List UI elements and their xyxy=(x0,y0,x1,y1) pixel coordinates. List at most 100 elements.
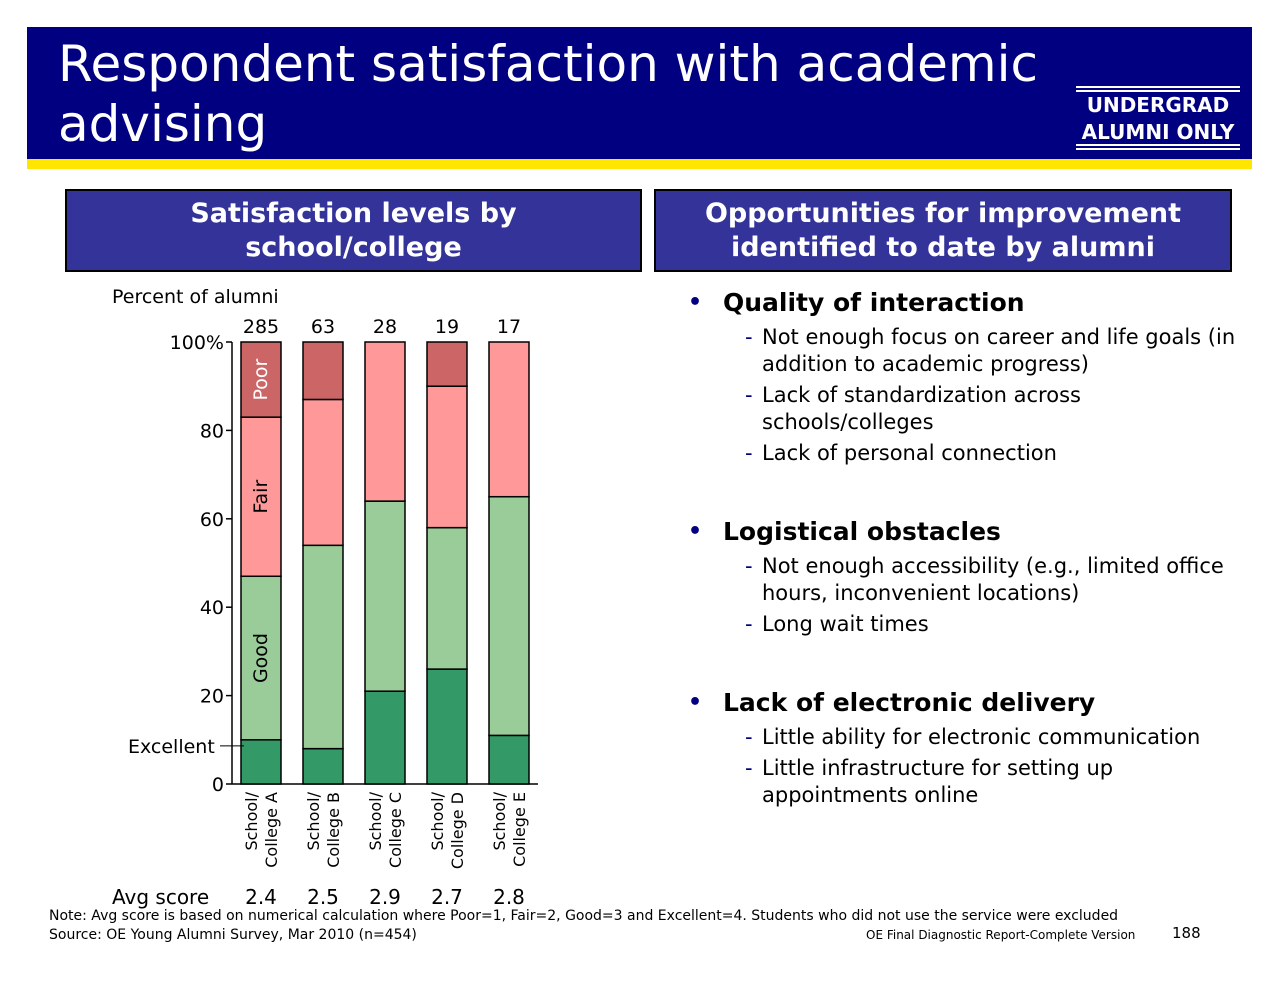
avg-score-value: 2.4 xyxy=(245,885,277,909)
bar-segment-good xyxy=(488,495,530,737)
bar-segment-good xyxy=(240,575,282,741)
bar-total-label: 285 xyxy=(243,316,279,338)
sub-item: - Not enough accessibility (e.g., limited… xyxy=(745,553,1248,607)
category-label: School/College C xyxy=(366,791,405,868)
sub-item-text: Not enough accessibility (e.g., limited … xyxy=(762,554,1224,605)
dash-icon: - xyxy=(745,725,753,749)
title-underline-stripe xyxy=(27,159,1252,169)
category-label: School/College A xyxy=(242,791,281,867)
stamp-rule-bottom xyxy=(1076,144,1240,146)
sub-item-text: Lack of personal connection xyxy=(762,441,1057,465)
bar-total-label: 28 xyxy=(373,316,397,338)
avg-score-value: 2.9 xyxy=(369,885,401,909)
bar-segment-excellent xyxy=(364,690,406,785)
avg-score-value: 2.5 xyxy=(307,885,339,909)
bullet-lack-of-electronic-delivery: • Lack of electronic delivery - Little ab… xyxy=(688,686,1248,809)
sub-item-text: Not enough focus on career and life goal… xyxy=(762,325,1236,376)
category-label: School/College D xyxy=(428,791,467,869)
bar-segment-poor xyxy=(240,341,282,418)
sub-item-text: Lack of standardization across schools/c… xyxy=(762,383,1081,434)
category-label-line: School/ xyxy=(366,791,385,850)
y-tick-label: 80 xyxy=(200,420,224,442)
stamp-rule-bottom-2 xyxy=(1076,148,1240,150)
bullet-title: Logistical obstacles xyxy=(723,517,1001,546)
bullet-dot-icon: • xyxy=(688,690,703,715)
bar-segment-fair xyxy=(302,398,344,547)
bar-segment-fair xyxy=(488,341,530,498)
category-label: School/College B xyxy=(304,791,343,867)
avg-score-label: Avg score xyxy=(112,885,209,909)
series-label-poor: Poor xyxy=(250,358,272,400)
bullet-quality-of-interaction: • Quality of interaction - Not enough foc… xyxy=(688,286,1248,467)
category-label-line: School/ xyxy=(304,791,323,850)
stamp-line-2: ALUMNI ONLY xyxy=(1081,120,1235,144)
bar-segment-good xyxy=(426,526,468,670)
avg-score-value: 2.8 xyxy=(493,885,525,909)
category-label-line: School/ xyxy=(242,791,261,850)
sub-item-text: Long wait times xyxy=(762,612,929,636)
bar-segment-excellent xyxy=(488,734,530,785)
bar-segment-poor xyxy=(302,341,344,401)
avg-score-value: 2.7 xyxy=(431,885,463,909)
category-label-line: College C xyxy=(386,792,405,868)
bar-segment-poor xyxy=(426,341,468,387)
bar-segment-fair xyxy=(426,385,468,529)
left-panel-heading: Satisfaction levels by school/college xyxy=(65,189,642,272)
sub-item-text: Little ability for electronic communicat… xyxy=(762,725,1201,749)
footnote: Note: Avg score is based on numerical ca… xyxy=(49,908,1119,924)
bullet-title: Lack of electronic delivery xyxy=(723,688,1096,717)
series-label-fair: Fair xyxy=(250,480,272,514)
category-label: School/College E xyxy=(490,791,529,866)
y-tick-label: 100% xyxy=(170,332,224,354)
bar-segment-fair xyxy=(240,416,282,578)
bar-segment-excellent xyxy=(426,668,468,785)
bar-total-label: 19 xyxy=(435,316,459,338)
bullet-dot-icon: • xyxy=(688,290,703,315)
stamp-line-1: UNDERGRAD xyxy=(1086,93,1230,117)
bullet-logistical-obstacles: • Logistical obstacles - Not enough acces… xyxy=(688,515,1248,638)
improvement-list: • Quality of interaction - Not enough foc… xyxy=(688,286,1248,831)
category-label-line: College D xyxy=(448,792,467,869)
bullet-dot-icon: • xyxy=(688,519,703,544)
sub-item: - Lack of standardization across schools/… xyxy=(745,382,1248,436)
bar-segment-fair xyxy=(364,341,406,502)
series-label-good: Good xyxy=(250,633,272,683)
dash-icon: - xyxy=(745,554,753,578)
stamp-rule-top xyxy=(1076,86,1240,88)
title-banner xyxy=(27,27,1252,159)
y-tick-label: 40 xyxy=(200,597,224,619)
stamp-rule-top-2 xyxy=(1076,90,1240,92)
category-label-line: School/ xyxy=(428,791,447,850)
bar-total-label: 63 xyxy=(311,316,335,338)
category-label-line: College B xyxy=(324,792,343,868)
category-label-line: College A xyxy=(262,792,281,868)
category-label-line: College E xyxy=(510,792,529,867)
audience-stamp: UNDERGRAD ALUMNI ONLY xyxy=(1066,86,1250,150)
sub-item-text: Little infrastructure for setting up app… xyxy=(762,756,1114,807)
sub-item: - Long wait times xyxy=(745,611,1248,638)
sub-item: - Not enough focus on career and life goa… xyxy=(745,324,1248,378)
page-number: 188 xyxy=(1172,924,1201,942)
page-title: Respondent satisfaction with academic ad… xyxy=(58,35,1038,153)
bar-segment-excellent xyxy=(302,747,344,785)
sub-item: - Lack of personal connection xyxy=(745,440,1248,467)
right-panel-heading: Opportunities for improvement identified… xyxy=(654,189,1232,272)
satisfaction-stacked-bar-chart: Percent of alumni 0 20 40 60 80 100% Good Fair Po… xyxy=(112,286,538,909)
bar-segment-good xyxy=(302,544,344,750)
report-name: OE Final Diagnostic Report-Complete Vers… xyxy=(866,928,1136,942)
category-label-line: School/ xyxy=(490,791,509,850)
bar-segment-excellent xyxy=(240,739,282,785)
dash-icon: - xyxy=(745,756,753,780)
sub-item: - Little ability for electronic communica… xyxy=(745,724,1248,751)
y-tick-label: 0 xyxy=(212,774,224,796)
dash-icon: - xyxy=(745,383,753,407)
bullet-title: Quality of interaction xyxy=(723,288,1025,317)
bar-segment-good xyxy=(364,500,406,692)
dash-icon: - xyxy=(745,325,753,349)
dash-icon: - xyxy=(745,441,753,465)
y-tick-label: 60 xyxy=(200,509,224,531)
source-line: Source: OE Young Alumni Survey, Mar 2010… xyxy=(49,927,417,943)
bar-total-label: 17 xyxy=(497,316,521,338)
series-label-excellent: Excellent xyxy=(128,736,215,758)
y-axis-label: Percent of alumni xyxy=(112,286,279,308)
